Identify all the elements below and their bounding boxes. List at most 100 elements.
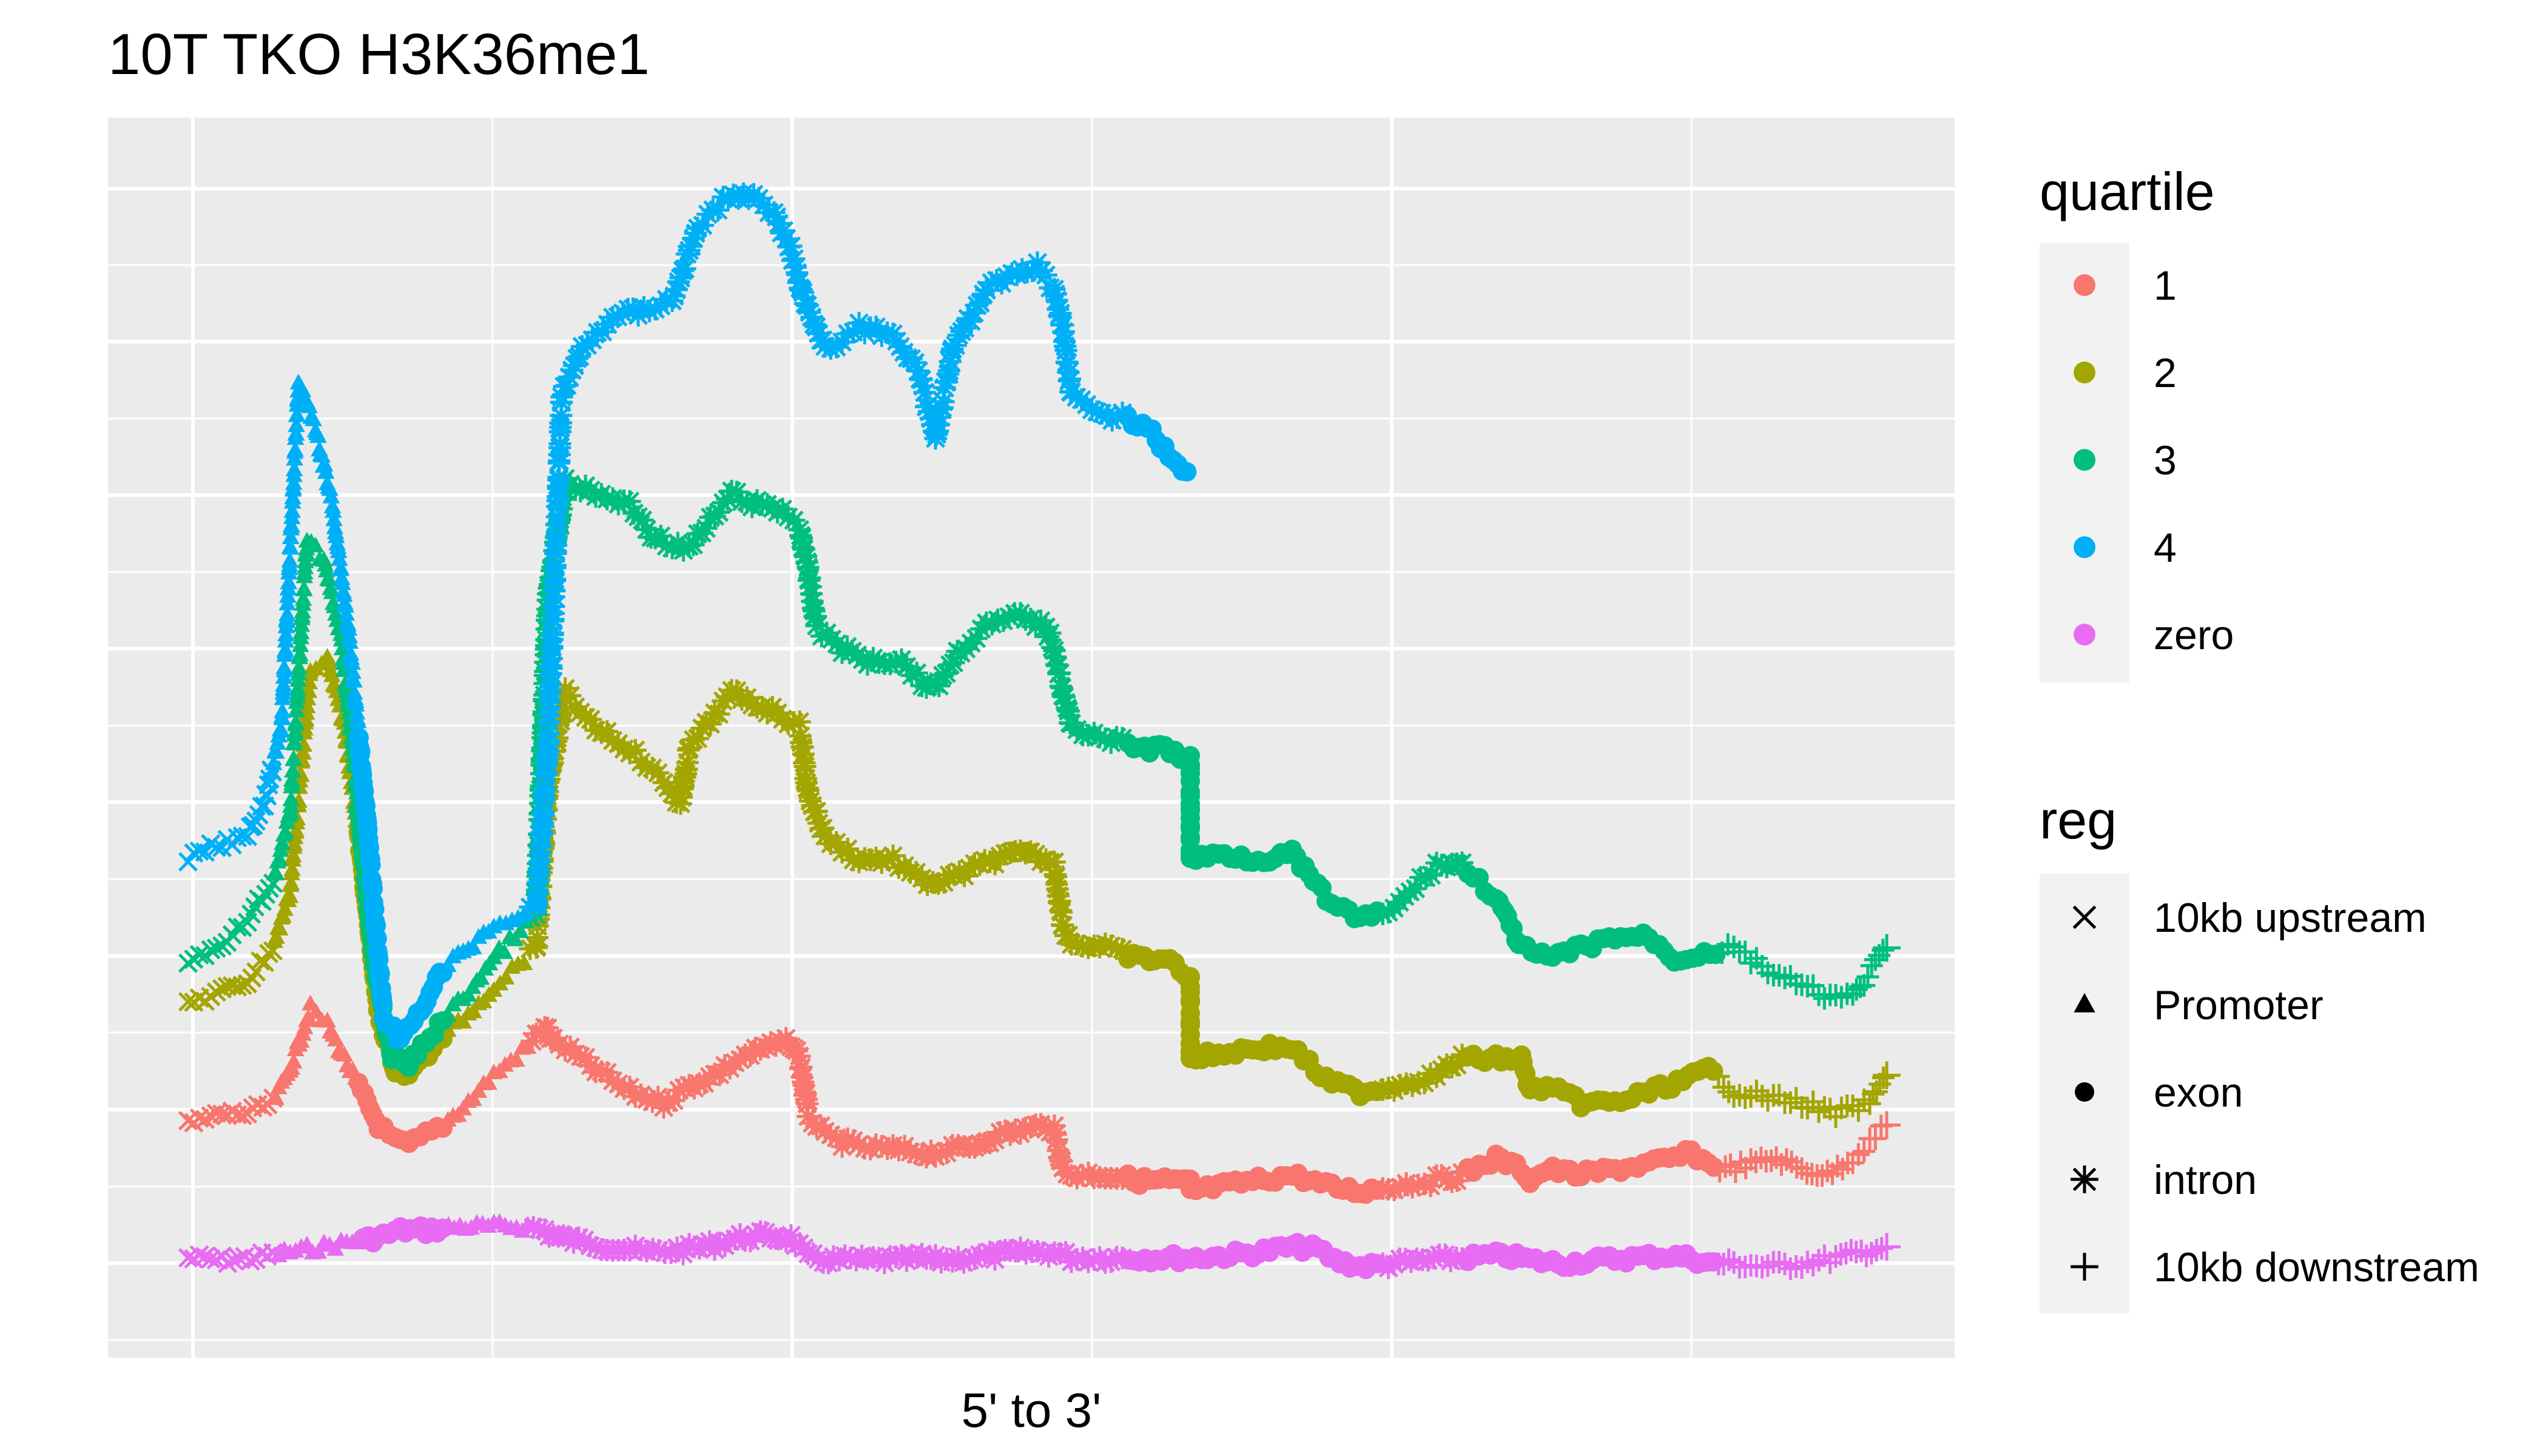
data-point [1790,1157,1813,1180]
data-point [282,790,300,807]
data-point [270,849,288,866]
data-point [1858,1092,1881,1115]
data-point [1739,1148,1762,1171]
chart-title: 10T TKO H3K36me1 [108,22,650,87]
data-point-stroke [195,842,215,862]
data-point [201,834,221,854]
data-point [1824,1245,1847,1268]
data-point [281,887,299,903]
data-point [1756,1254,1779,1277]
data-point [1826,1154,1849,1178]
data-point [439,1006,457,1022]
data-point [559,684,582,707]
data-point [1739,951,1762,975]
data-point [283,860,301,877]
data-point [320,570,338,587]
data-point [1717,1080,1741,1104]
data-point [327,1030,345,1046]
data-point [276,900,294,916]
data-point [1716,933,1739,956]
data-point [1872,1066,1895,1090]
data-point [1722,1251,1745,1274]
data-point [1856,965,1879,988]
data-point [895,655,918,678]
data-point [178,1248,198,1268]
series-4 [178,182,1197,1050]
data-point [1802,1090,1825,1113]
data-point [618,490,641,513]
data-point [465,1090,482,1107]
data-point [1841,1094,1864,1117]
data-point [1847,1143,1870,1166]
data-point-stroke [201,834,221,854]
data-point [1722,935,1745,959]
data-point [318,561,335,578]
data-point [707,500,730,524]
data-point [472,969,490,985]
data-point [189,841,209,861]
data-point [178,1111,198,1131]
data-point [206,982,226,1002]
data-point [1704,1061,1724,1081]
data-point-stroke [189,1245,209,1265]
data-point-stroke [232,1105,252,1125]
data-point [1704,1252,1724,1272]
data-point [1785,1087,1808,1110]
data-point [1864,1127,1887,1150]
data-point [1714,1155,1737,1178]
data-point [515,954,533,970]
data-point [206,938,226,959]
data-point [195,842,215,862]
data-point [506,930,524,946]
data-point [1712,1076,1735,1099]
data-point-stroke [195,1247,215,1267]
data-point [201,1249,221,1269]
data-point [1779,1091,1802,1114]
data-point-stroke [218,1253,238,1273]
data-point [285,1053,303,1069]
data-point [454,1013,472,1029]
data-point [1847,1099,1870,1122]
data-point [295,579,313,596]
data-point [1773,966,1796,989]
data-point [290,659,308,675]
minor-gridlines [108,118,1955,1358]
data-point [283,774,301,790]
data-point [1802,974,1825,997]
data-point [465,1002,482,1019]
data-point [1756,1089,1779,1112]
data-point [309,1242,327,1259]
data-point [1724,1160,1747,1183]
data-point [229,1248,249,1268]
data-point [1865,1239,1888,1262]
data-point [1853,1140,1876,1163]
data-point [285,749,303,766]
data-point [189,1245,209,1265]
data-point [825,831,848,854]
data-point [189,945,209,965]
data-point [268,928,285,944]
data-point [201,940,221,960]
data-point [1756,962,1779,985]
data-point [218,1253,238,1273]
data-point [1734,940,1757,963]
data-point [289,679,307,695]
data-point-stroke [189,841,209,861]
data-point [1745,1079,1768,1102]
data-point [273,834,291,851]
data-point-stroke [178,992,198,1012]
data-point-stroke [178,1111,198,1131]
data-point [195,1247,215,1267]
data-point-stroke [189,945,209,965]
data-point [1807,1249,1830,1272]
data-point [287,821,305,838]
data-point [240,1251,260,1271]
data-point [320,654,338,670]
data-point [291,645,309,661]
data-point [1873,1111,1901,1139]
data-point [1751,1256,1774,1279]
data-point [480,1074,497,1090]
data-point [1860,1242,1883,1265]
data-point [508,1051,525,1067]
data-point [282,874,300,891]
